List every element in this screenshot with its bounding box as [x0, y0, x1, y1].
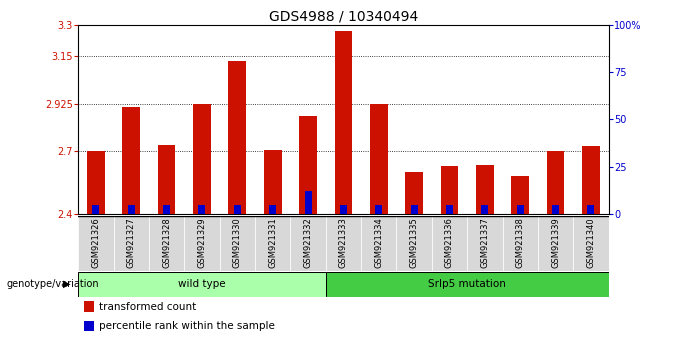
Text: GSM921332: GSM921332 — [303, 218, 313, 268]
Bar — [128, 205, 135, 214]
Text: GSM921328: GSM921328 — [162, 218, 171, 268]
Text: GSM921329: GSM921329 — [197, 218, 207, 268]
Text: GSM921333: GSM921333 — [339, 218, 348, 268]
Text: GSM921334: GSM921334 — [374, 218, 384, 268]
Bar — [511, 176, 529, 214]
Text: GSM921338: GSM921338 — [515, 218, 525, 268]
Bar — [335, 31, 352, 214]
Bar — [588, 205, 594, 214]
Bar — [375, 205, 382, 214]
Bar — [441, 166, 458, 214]
Bar — [503, 216, 538, 271]
Text: genotype/variation: genotype/variation — [7, 279, 99, 289]
Bar — [573, 216, 609, 271]
Bar — [255, 216, 290, 271]
Bar — [552, 205, 559, 214]
Bar — [326, 216, 361, 271]
Bar — [264, 150, 282, 214]
Bar — [92, 205, 99, 214]
Text: wild type: wild type — [178, 279, 226, 289]
Bar — [370, 104, 388, 214]
Bar — [220, 216, 255, 271]
Bar — [446, 205, 453, 214]
Bar — [290, 216, 326, 271]
Bar — [269, 205, 276, 214]
Bar — [432, 216, 467, 271]
Text: GSM921340: GSM921340 — [586, 218, 596, 268]
Bar — [193, 104, 211, 214]
Bar — [78, 216, 114, 271]
Bar — [517, 205, 524, 214]
Bar — [87, 151, 105, 214]
Bar — [481, 205, 488, 214]
Bar — [405, 172, 423, 214]
Bar — [114, 216, 149, 271]
Text: GSM921330: GSM921330 — [233, 218, 242, 268]
Bar — [396, 216, 432, 271]
Text: GSM921339: GSM921339 — [551, 218, 560, 268]
Bar — [163, 205, 170, 214]
Bar — [476, 165, 494, 214]
Bar — [467, 216, 503, 271]
Bar — [326, 272, 609, 297]
Bar — [234, 205, 241, 214]
Text: GSM921326: GSM921326 — [91, 218, 101, 268]
Bar — [158, 145, 175, 214]
Bar — [582, 146, 600, 214]
Text: GSM921335: GSM921335 — [409, 218, 419, 268]
Bar — [149, 216, 184, 271]
Bar — [411, 205, 418, 214]
Bar — [547, 151, 564, 214]
Text: GSM921337: GSM921337 — [480, 218, 490, 268]
Bar — [122, 107, 140, 214]
Text: ▶: ▶ — [63, 279, 71, 289]
Bar — [361, 216, 396, 271]
Bar — [538, 216, 573, 271]
Bar — [305, 192, 311, 214]
Text: Srlp5 mutation: Srlp5 mutation — [428, 279, 506, 289]
Bar — [340, 205, 347, 214]
Text: GSM921336: GSM921336 — [445, 218, 454, 268]
Bar — [199, 205, 205, 214]
Bar — [228, 61, 246, 214]
Text: percentile rank within the sample: percentile rank within the sample — [99, 321, 275, 331]
Text: GSM921331: GSM921331 — [268, 218, 277, 268]
Text: transformed count: transformed count — [99, 302, 197, 312]
Bar — [184, 216, 220, 271]
Bar — [299, 116, 317, 214]
Bar — [84, 301, 94, 312]
Title: GDS4988 / 10340494: GDS4988 / 10340494 — [269, 10, 418, 24]
Bar — [78, 272, 326, 297]
Text: GSM921327: GSM921327 — [126, 218, 136, 268]
Bar — [84, 320, 94, 331]
